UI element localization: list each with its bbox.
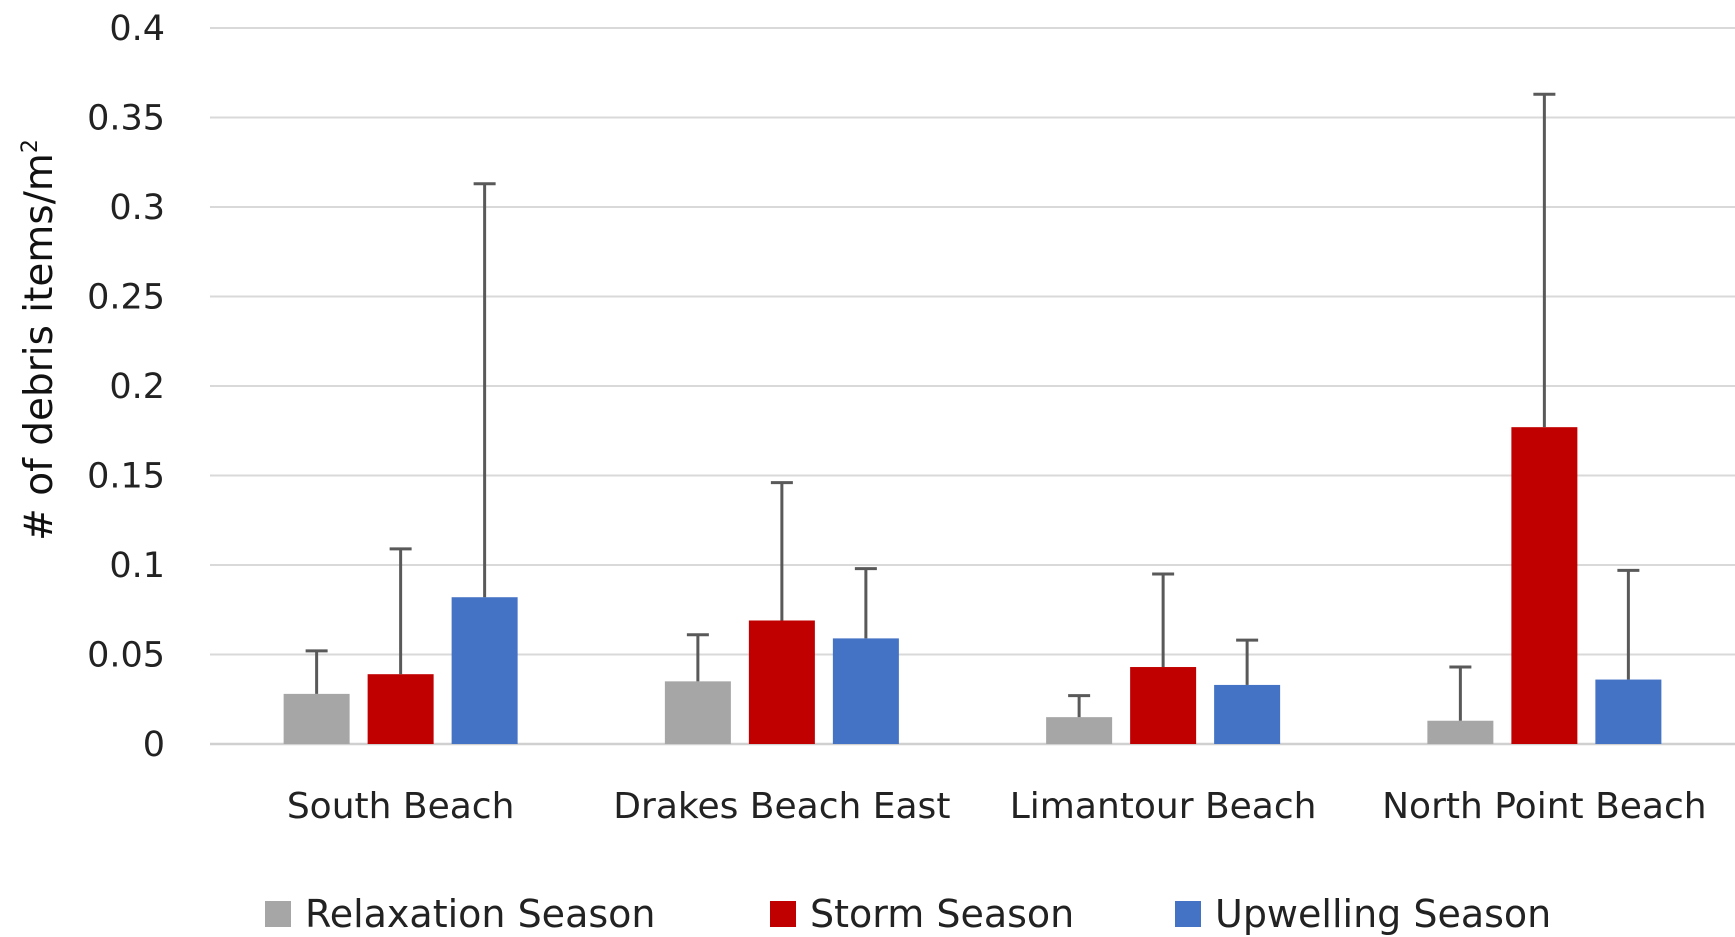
bar-storm-season-0 xyxy=(367,674,434,744)
legend-swatch xyxy=(265,901,291,927)
bar-relaxation-season-2 xyxy=(1046,717,1113,744)
y-axis-title: # of debris items/m2 xyxy=(17,139,62,541)
bar-storm-season-3 xyxy=(1511,427,1578,744)
bar-upwelling-season-0 xyxy=(451,597,518,744)
y-tick-label: 0.2 xyxy=(109,367,165,407)
legend-label: Storm Season xyxy=(810,892,1074,936)
y-tick-label: 0.15 xyxy=(87,457,165,497)
category-label: Limantour Beach xyxy=(1010,786,1317,827)
y-tick-label: 0.05 xyxy=(87,636,165,676)
legend-swatch xyxy=(770,901,796,927)
bar-upwelling-season-2 xyxy=(1214,684,1281,744)
category-label: North Point Beach xyxy=(1382,786,1706,827)
error-bars xyxy=(305,92,1640,721)
gridlines xyxy=(210,27,1735,746)
y-tick-label: 0.25 xyxy=(87,278,165,318)
category-label: South Beach xyxy=(287,786,515,827)
legend-label: Upwelling Season xyxy=(1215,892,1551,936)
bar-upwelling-season-1 xyxy=(832,638,899,744)
legend-swatch xyxy=(1175,901,1201,927)
y-tick-label: 0 xyxy=(143,725,165,765)
legend: Relaxation Season Storm Season Upwelling S… xyxy=(265,892,1551,936)
y-axis-title-superscript: 2 xyxy=(18,139,43,153)
y-axis-title-text: # of debris items/m xyxy=(17,153,62,541)
y-tick-label: 0.4 xyxy=(109,9,165,49)
bar-upwelling-season-3 xyxy=(1595,679,1662,744)
bars xyxy=(283,427,1662,744)
x-axis-categories: South Beach Drakes Beach East Limantour Be… xyxy=(287,786,1707,827)
bar-relaxation-season-3 xyxy=(1427,720,1494,744)
bar-storm-season-2 xyxy=(1130,667,1197,744)
bar-relaxation-season-0 xyxy=(283,693,350,744)
y-tick-label: 0.1 xyxy=(109,546,165,586)
bar-storm-season-1 xyxy=(748,620,815,744)
legend-label: Relaxation Season xyxy=(305,892,655,936)
category-label: Drakes Beach East xyxy=(613,786,950,827)
y-tick-label: 0.35 xyxy=(87,99,165,139)
y-tick-label: 0.3 xyxy=(109,188,165,228)
bar-relaxation-season-1 xyxy=(664,681,731,744)
y-axis-ticks: 0 0.05 0.1 0.15 0.2 0.25 0.3 0.35 0.4 xyxy=(87,9,165,765)
